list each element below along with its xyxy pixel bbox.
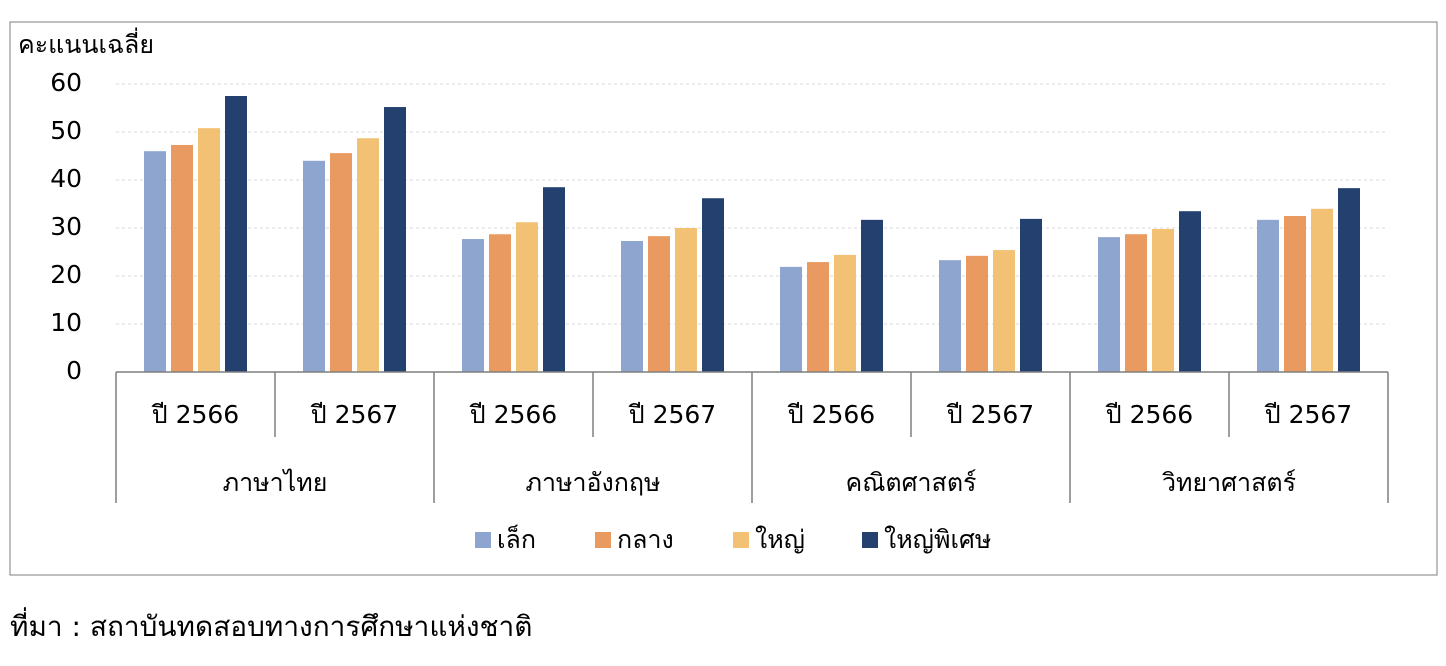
x-tick-label: ปี 2567 (310, 400, 398, 429)
bar (1311, 208, 1333, 372)
group-label: ภาษาไทย (223, 468, 328, 497)
bar (330, 153, 352, 372)
bar (861, 219, 883, 372)
x-tick-label: ปี 2566 (1105, 400, 1193, 429)
bar (675, 228, 697, 372)
bar (357, 138, 379, 372)
chart-frame (9, 21, 1438, 576)
bar (1098, 237, 1120, 372)
bar (462, 239, 484, 372)
bar (966, 255, 988, 372)
legend-label: ใหญ่ (755, 525, 805, 554)
legend-label: กลาง (617, 525, 674, 554)
group-label: วิทยาศาสตร์ (1162, 468, 1296, 497)
x-tick-label: ปี 2567 (1264, 400, 1352, 429)
bar (807, 262, 829, 372)
group-label: คณิตศาสตร์ (846, 468, 977, 497)
bar (1257, 219, 1279, 372)
bar (993, 250, 1015, 372)
legend-swatch (595, 532, 611, 548)
bar (1179, 211, 1201, 372)
legend-swatch (733, 532, 749, 548)
x-tick-label: ปี 2566 (151, 400, 239, 429)
bar (1284, 216, 1306, 372)
y-axis-label: คะแนนเฉลี่ย (18, 27, 154, 59)
y-tick-label: 20 (50, 260, 82, 289)
group-label: ภาษาอังกฤษ (525, 468, 660, 497)
bar (516, 222, 538, 372)
bar (1338, 188, 1360, 372)
y-tick-label: 10 (50, 308, 82, 337)
bar (1020, 218, 1042, 372)
bar (489, 234, 511, 372)
x-tick-label: ปี 2567 (628, 400, 716, 429)
source-note: ที่มา : สถาบันทดสอบทางการศึกษาแห่งชาติ (10, 607, 532, 643)
bar (780, 266, 802, 372)
bar (171, 144, 193, 372)
bar (621, 240, 643, 372)
bar (384, 107, 406, 372)
bar (198, 128, 220, 372)
x-tick-label: ปี 2567 (946, 400, 1034, 429)
bar (834, 254, 856, 372)
y-tick-label: 40 (50, 164, 82, 193)
legend-label: เล็ก (497, 524, 536, 554)
legend-swatch (862, 532, 878, 548)
legend-label: ใหญ่พิเศษ (884, 525, 991, 554)
y-tick-label: 0 (66, 356, 82, 385)
x-tick-label: ปี 2566 (787, 400, 875, 429)
y-tick-label: 60 (50, 68, 82, 97)
bar (648, 236, 670, 372)
bar (1125, 234, 1147, 372)
y-tick-label: 30 (50, 212, 82, 241)
bar (939, 260, 961, 372)
legend-swatch (475, 532, 491, 548)
bar (225, 96, 247, 372)
y-tick-label: 50 (50, 116, 82, 145)
bar (144, 151, 166, 372)
bar (303, 160, 325, 372)
bar (1152, 228, 1174, 372)
x-tick-label: ปี 2566 (469, 400, 557, 429)
bar (543, 187, 565, 372)
bar (702, 198, 724, 372)
